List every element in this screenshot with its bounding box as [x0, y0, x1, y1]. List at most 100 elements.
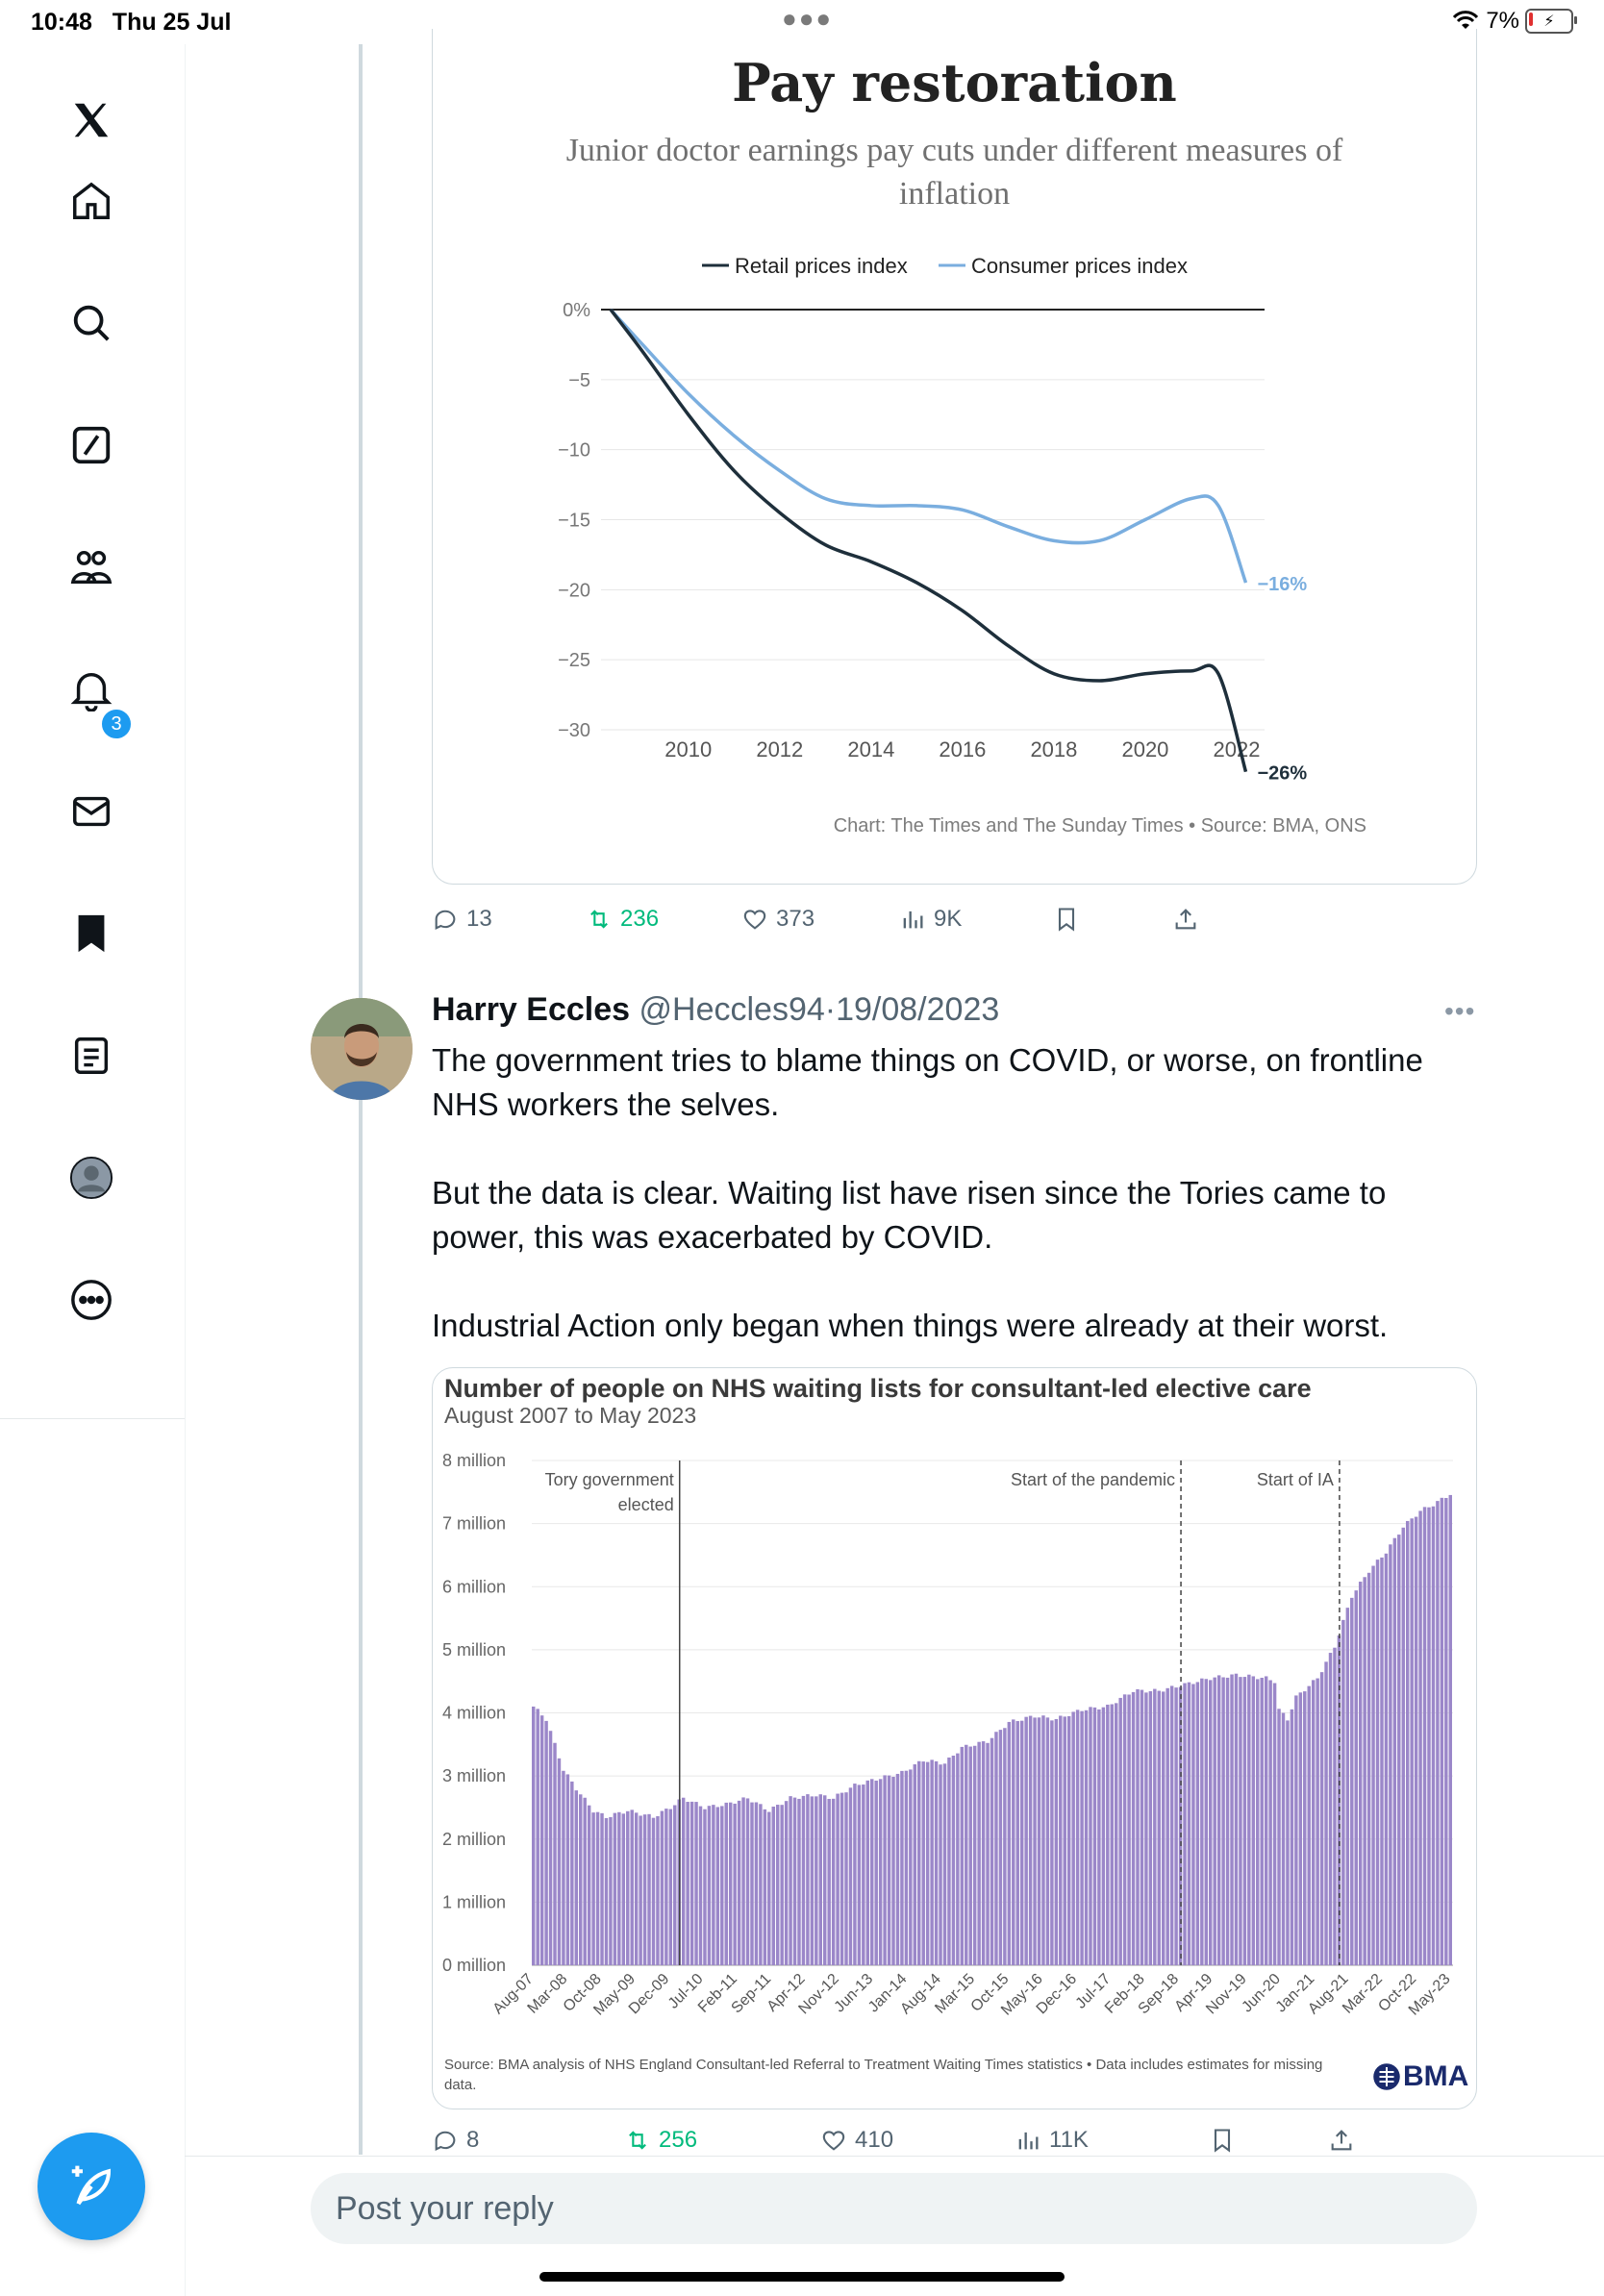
annotation-label: Start of the pandemic [1011, 1470, 1175, 1489]
share-button[interactable] [1172, 906, 1199, 933]
bar [1140, 1689, 1144, 1965]
bookmark-button[interactable] [1053, 906, 1080, 933]
bar [1328, 1653, 1333, 1965]
reply-input[interactable]: Post your reply [311, 2173, 1477, 2244]
share-button[interactable] [1328, 2127, 1355, 2154]
more-icon[interactable] [63, 1272, 119, 1328]
reply-count: 8 [466, 2127, 480, 2153]
pay-restoration-line-chart: Retail prices index Consumer prices index… [558, 254, 1307, 785]
wifi-icon [1453, 11, 1479, 29]
bar [1444, 1498, 1448, 1965]
notifications-icon[interactable] [63, 661, 119, 717]
chart-subtitle: August 2007 to May 2023 [444, 1403, 697, 1428]
y-tick-label: −15 [558, 511, 590, 532]
bar [827, 1798, 831, 1965]
bar [1127, 1694, 1131, 1965]
bar [1019, 1720, 1024, 1965]
bar [965, 1744, 968, 1965]
pay-restoration-chart-card[interactable]: Pay restoration Junior doctor earnings p… [432, 29, 1477, 885]
bar [1401, 1527, 1405, 1965]
bar [1397, 1535, 1401, 1965]
view-count: 11K [1049, 2127, 1089, 2153]
bar [1242, 1677, 1247, 1965]
retweet-button[interactable]: 256 [624, 2127, 697, 2154]
retweet-icon [590, 910, 608, 929]
author-handle[interactable]: @Heccles94 [639, 991, 825, 1028]
bar [609, 1816, 613, 1965]
like-button[interactable]: 373 [741, 906, 815, 933]
views-button[interactable]: 11K [1015, 2127, 1089, 2154]
bar [754, 1802, 759, 1965]
y-tick-label: 0% [563, 300, 590, 321]
bar [1213, 1677, 1216, 1965]
status-time: 10:48 Thu 25 Jul [31, 9, 232, 36]
home-indicator[interactable] [539, 2272, 1065, 2282]
bar [1110, 1704, 1114, 1965]
bar [1195, 1682, 1200, 1965]
bar [870, 1779, 874, 1965]
legend-label: Retail prices index [735, 254, 908, 278]
compose-post-button[interactable] [38, 2133, 145, 2240]
communities-icon[interactable] [63, 539, 119, 595]
tweet-header: Harry Eccles @Heccles94·19/08/2023 [432, 991, 999, 1029]
heart-icon [743, 910, 766, 930]
x-logo-icon[interactable] [63, 92, 119, 148]
bar [1037, 1717, 1041, 1965]
multitasking-dots-icon[interactable]: ●●● [782, 4, 834, 33]
tweet-date[interactable]: 19/08/2023 [836, 991, 1000, 1028]
bar [972, 1745, 977, 1965]
profile-icon[interactable] [63, 1150, 119, 1206]
like-button[interactable]: 410 [820, 2127, 893, 2154]
messages-icon[interactable] [63, 784, 119, 839]
bar [562, 1770, 565, 1965]
y-tick-label: −25 [558, 650, 590, 671]
bar [1209, 1680, 1213, 1965]
bar [925, 1761, 930, 1965]
bar [1003, 1728, 1007, 1965]
bar [1066, 1715, 1071, 1965]
bar [759, 1804, 763, 1965]
bar [942, 1763, 947, 1965]
waiting-list-chart-card[interactable]: Number of people on NHS waiting lists fo… [432, 1367, 1477, 2109]
tweet-more-options-icon[interactable]: ••• [1444, 996, 1476, 1026]
tweet2-actions: 8 256 410 11K [432, 2127, 1490, 2165]
bar [574, 1790, 579, 1965]
bar [1410, 1518, 1414, 1965]
bar [724, 1802, 728, 1965]
bar [986, 1742, 990, 1965]
bar [720, 1806, 724, 1965]
bar [1307, 1685, 1311, 1965]
bookmark-button[interactable] [1209, 2127, 1236, 2154]
bar [604, 1817, 609, 1965]
bar [621, 1813, 626, 1965]
author-avatar[interactable] [311, 998, 413, 1100]
bma-logo: BMA [1372, 2060, 1468, 2093]
bar [715, 1807, 720, 1965]
bar [891, 1776, 895, 1965]
bar [1260, 1677, 1264, 1965]
bar [728, 1802, 733, 1965]
grok-icon[interactable] [63, 417, 119, 473]
bar [703, 1809, 707, 1965]
bar [1200, 1678, 1204, 1965]
bar [801, 1795, 806, 1965]
search-icon[interactable] [63, 295, 119, 351]
retweet-button[interactable]: 236 [586, 906, 659, 933]
reply-button[interactable]: 13 [432, 906, 492, 933]
lists-icon[interactable] [63, 1028, 119, 1084]
views-button[interactable]: 9K [899, 906, 962, 933]
bar [642, 1814, 647, 1965]
bar [1191, 1684, 1195, 1965]
home-icon[interactable] [63, 173, 119, 229]
bookmarks-icon[interactable] [63, 906, 119, 961]
bar [1392, 1537, 1397, 1965]
bar [1268, 1680, 1272, 1965]
reply-button[interactable]: 8 [432, 2127, 479, 2154]
bar [1389, 1544, 1392, 1965]
y-tick-label: 6 million [442, 1577, 506, 1596]
bar [1084, 1710, 1089, 1965]
bar [1448, 1494, 1452, 1965]
bar [994, 1732, 998, 1965]
share-icon [1175, 909, 1196, 930]
author-name[interactable]: Harry Eccles [432, 991, 631, 1028]
